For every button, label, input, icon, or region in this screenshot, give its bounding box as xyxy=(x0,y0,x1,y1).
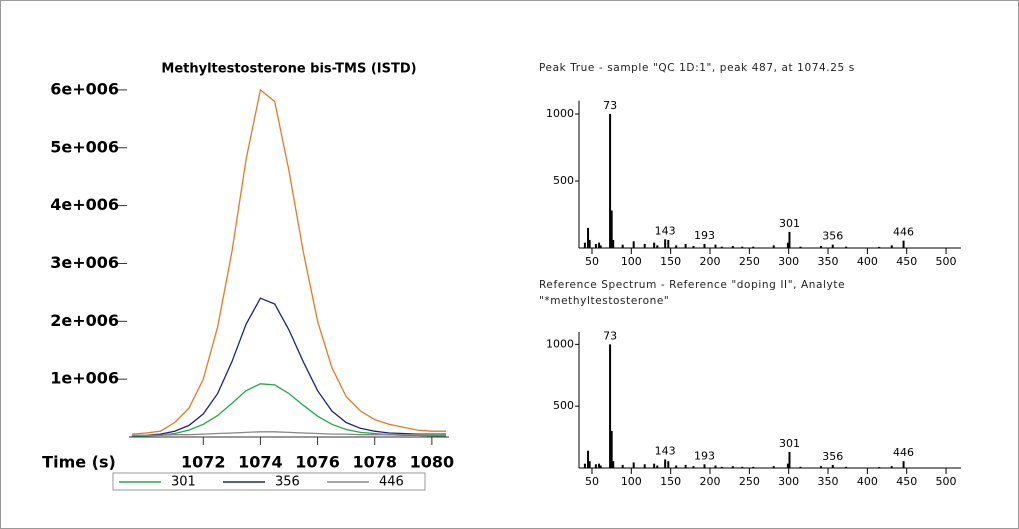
y-tick-label: 1e+006 xyxy=(50,369,119,388)
y-tick-label: 5e+006 xyxy=(50,137,119,156)
series-line xyxy=(131,88,447,435)
legend-label: 446 xyxy=(379,475,404,490)
x-tick-label: 400 xyxy=(857,475,878,488)
y-tick-label: 1000 xyxy=(546,107,574,120)
peak-label: 73 xyxy=(603,329,617,342)
legend-label: 301 xyxy=(171,475,196,490)
x-tick-label: 450 xyxy=(896,255,917,268)
x-tick-label: 1074 xyxy=(238,453,283,472)
x-tick-label: 50 xyxy=(585,475,599,488)
peak-label: 193 xyxy=(694,449,715,462)
peak-label: 446 xyxy=(893,446,914,459)
x-tick-label: 350 xyxy=(818,475,839,488)
x-tick-label: 250 xyxy=(739,475,760,488)
peak-label: 143 xyxy=(655,444,676,457)
x-tick-label: 150 xyxy=(660,475,681,488)
y-tick-label: 500 xyxy=(553,174,574,187)
series-line xyxy=(131,383,447,438)
spectrum-title: Reference Spectrum - Reference "doping I… xyxy=(539,279,846,307)
x-tick-label: 1076 xyxy=(295,453,340,472)
x-tick-label: 200 xyxy=(700,475,721,488)
x-axis-label: Time (s) xyxy=(42,453,116,472)
x-tick-label: 150 xyxy=(660,255,681,268)
x-tick-label: 350 xyxy=(818,255,839,268)
x-tick-label: 1072 xyxy=(181,453,226,472)
x-tick-label: 100 xyxy=(621,255,642,268)
x-tick-label: 400 xyxy=(857,255,878,268)
y-tick-label: 1000 xyxy=(546,337,574,350)
x-tick-label: 250 xyxy=(739,255,760,268)
y-tick-label: 6e+006 xyxy=(50,79,119,98)
peak-label: 301 xyxy=(779,217,800,230)
peak-label: 193 xyxy=(694,229,715,242)
series-line xyxy=(131,431,447,436)
x-tick-label: 50 xyxy=(585,255,599,268)
x-tick-label: 1078 xyxy=(352,453,397,472)
x-tick-label: 300 xyxy=(778,475,799,488)
y-tick-label: 4e+006 xyxy=(50,195,119,214)
x-tick-label: 200 xyxy=(700,255,721,268)
series-line xyxy=(131,297,447,437)
spectrum-title: Peak True - sample "QC 1D:1", peak 487, … xyxy=(539,62,855,74)
peak-label: 143 xyxy=(655,224,676,237)
peak-label: 73 xyxy=(603,99,617,112)
x-tick-label: 500 xyxy=(936,475,957,488)
peak-label: 446 xyxy=(893,226,914,239)
x-tick-label: 300 xyxy=(778,255,799,268)
peak-label: 301 xyxy=(779,437,800,450)
legend-box xyxy=(112,472,426,491)
y-tick-label: 500 xyxy=(553,399,574,412)
x-tick-label: 500 xyxy=(936,255,957,268)
x-tick-label: 450 xyxy=(896,475,917,488)
y-tick-label: 2e+006 xyxy=(50,311,119,330)
x-tick-label: 1080 xyxy=(410,453,455,472)
x-tick-label: 100 xyxy=(621,475,642,488)
legend-label: 356 xyxy=(275,475,300,490)
y-tick-label: 3e+006 xyxy=(50,253,119,272)
chart-title: Methyltestosterone bis-TMS (ISTD) xyxy=(161,62,416,77)
peak-label: 356 xyxy=(822,230,843,243)
peak-label: 356 xyxy=(822,450,843,463)
